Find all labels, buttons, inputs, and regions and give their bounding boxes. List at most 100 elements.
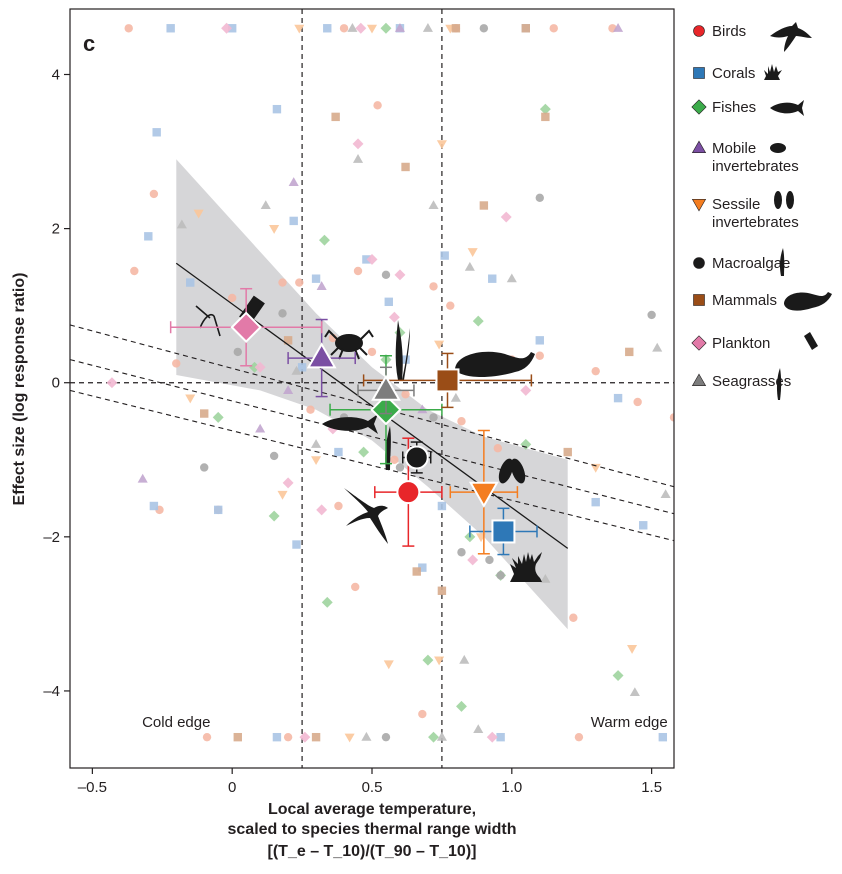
edge-annotations: Cold edge Warm edge <box>142 714 668 731</box>
data-point <box>295 278 304 287</box>
data-point <box>569 613 578 622</box>
data-point <box>260 200 271 210</box>
y-tick-label: 4 <box>52 66 60 83</box>
data-point <box>323 24 332 33</box>
data-point <box>351 582 360 592</box>
data-point <box>311 732 321 742</box>
data-point <box>520 438 532 450</box>
data-point <box>464 261 475 271</box>
data-point <box>380 22 392 34</box>
data-point <box>434 340 445 350</box>
data-point <box>166 24 175 33</box>
data-point <box>639 521 648 530</box>
y-axis-label: Effect size (log response ratio) <box>11 273 28 506</box>
data-point <box>272 732 282 742</box>
data-point <box>255 423 266 433</box>
x-axis-label-line1: Local average temperature, <box>267 801 477 818</box>
plankton-legend-icon <box>804 332 818 350</box>
data-point <box>291 365 302 375</box>
mean-marker <box>371 374 401 401</box>
data-point <box>193 209 204 219</box>
data-point <box>124 24 133 33</box>
data-point <box>660 489 671 499</box>
data-point <box>612 670 624 681</box>
mean-marker <box>468 481 499 508</box>
legend-label: Seagrasses <box>712 373 791 390</box>
data-point <box>137 473 148 483</box>
data-point <box>467 248 478 257</box>
data-point <box>388 311 400 323</box>
legend: BirdsCoralsFishesMobileinvertebratesSess… <box>691 22 832 400</box>
data-point <box>334 447 343 457</box>
legend-marker <box>691 199 707 212</box>
y-axis-ticks: –4 –2 0 2 4 <box>43 66 70 700</box>
mean-marker <box>435 368 460 393</box>
data-point <box>200 463 209 472</box>
data-point <box>254 361 266 373</box>
data-point <box>149 189 159 199</box>
data-point <box>428 731 439 743</box>
data-point <box>540 573 551 583</box>
data-point <box>186 278 195 287</box>
bird-silhouette-icon <box>344 488 388 544</box>
fish-silhouette-icon <box>322 414 378 434</box>
data-point <box>277 490 288 500</box>
data-point <box>106 377 118 389</box>
data-point <box>506 273 517 283</box>
crab-silhouette-icon <box>324 329 374 360</box>
macroalgae-silhouette-icon <box>395 320 410 380</box>
data-point <box>401 162 410 172</box>
data-point <box>395 463 405 472</box>
mean-macroalgae <box>402 441 432 474</box>
data-point <box>412 567 421 576</box>
data-point <box>299 731 311 743</box>
x-axis-label-line3: [(T_e – T_10)/(T_90 – T_10)] <box>267 843 477 860</box>
coral-legend-icon <box>764 64 782 80</box>
data-point <box>625 347 634 357</box>
data-point <box>535 193 544 202</box>
data-point <box>344 733 355 743</box>
data-point <box>353 266 363 276</box>
data-point <box>446 301 455 310</box>
data-point <box>352 138 364 150</box>
data-point <box>401 355 410 364</box>
data-point <box>269 225 280 234</box>
data-point <box>549 24 558 33</box>
whale-silhouette-icon <box>455 351 535 377</box>
data-point <box>294 24 305 34</box>
mussel-silhouette-icon <box>498 458 526 484</box>
data-point <box>591 366 600 376</box>
data-point <box>214 505 223 515</box>
legend-marker <box>693 257 705 269</box>
x-tick-label: 0.5 <box>362 779 383 796</box>
y-tick-label: –4 <box>43 683 60 700</box>
legend-label: Corals <box>712 65 755 82</box>
data-point <box>130 266 139 276</box>
data-point <box>473 724 484 734</box>
data-point <box>149 501 159 511</box>
bird-legend-icon <box>770 22 812 52</box>
data-point <box>367 347 377 357</box>
data-point <box>319 234 330 246</box>
data-point <box>358 446 370 458</box>
legend-label: invertebrates <box>712 214 799 231</box>
data-point <box>316 281 327 290</box>
cold-edge-label: Cold edge <box>142 714 210 731</box>
data-point <box>268 510 280 522</box>
data-point <box>493 444 503 453</box>
data-point <box>269 451 279 461</box>
x-axis-ticks: –0.5 0 0.5 1.0 1.5 <box>78 768 662 796</box>
dashed-fit-line-2 <box>70 389 674 542</box>
coral-silhouette-icon <box>510 552 542 582</box>
data-point <box>383 660 394 670</box>
data-point <box>212 411 224 423</box>
dashed-fit-lines <box>70 324 674 542</box>
data-point <box>366 253 378 265</box>
x-tick-label: 1.0 <box>501 779 522 796</box>
data-point <box>278 309 287 318</box>
dashed-fit-line-1 <box>70 359 674 515</box>
mean-marker <box>230 311 262 343</box>
y-tick-label: 0 <box>52 375 60 392</box>
data-point <box>352 154 364 163</box>
